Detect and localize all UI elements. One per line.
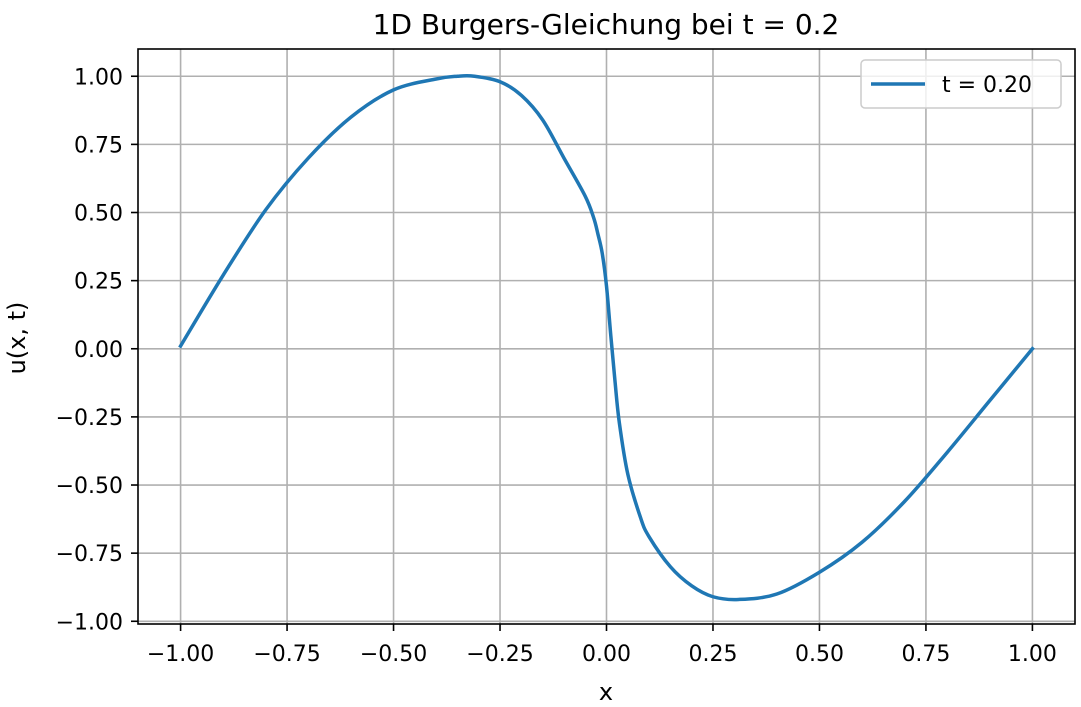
x-tick-label: 0.75 <box>901 642 950 667</box>
y-axis-label: u(x, t) <box>3 302 31 375</box>
y-tick-label: 1.00 <box>74 65 123 90</box>
y-tick-label: 0.00 <box>74 338 123 363</box>
series-layer <box>178 73 1035 602</box>
y-tick-label: 0.50 <box>74 202 123 227</box>
legend: t = 0.20 <box>860 59 1062 109</box>
legend-box <box>860 59 1062 109</box>
y-tick-label: 0.25 <box>74 270 123 295</box>
y-tick-label: −0.50 <box>56 474 123 499</box>
x-tick-label: −1.00 <box>147 642 214 667</box>
y-tick-label: 0.75 <box>74 133 123 158</box>
x-axis-label: x <box>599 678 613 706</box>
x-tick-label: −0.75 <box>253 642 320 667</box>
x-tick-label: 0.50 <box>795 642 844 667</box>
x-tick-label: −0.25 <box>466 642 533 667</box>
chart-title: 1D Burgers-Gleichung bei t = 0.2 <box>373 8 840 41</box>
x-tick-label: −0.50 <box>360 642 427 667</box>
legend-label: t = 0.20 <box>942 73 1032 98</box>
y-tick-label: −0.75 <box>56 542 123 567</box>
x-tick-label: 1.00 <box>1008 642 1057 667</box>
y-tick-label: −0.25 <box>56 406 123 431</box>
x-tick-label: 0.00 <box>582 642 631 667</box>
tick-layer: −1.00 −0.75 −0.50 −0.25 0.00 0.25 0.50 0.75 1.00… <box>56 65 1057 667</box>
x-tick-label: 0.25 <box>688 642 737 667</box>
y-tick-label: −1.00 <box>56 610 123 635</box>
series-line <box>178 73 1035 602</box>
